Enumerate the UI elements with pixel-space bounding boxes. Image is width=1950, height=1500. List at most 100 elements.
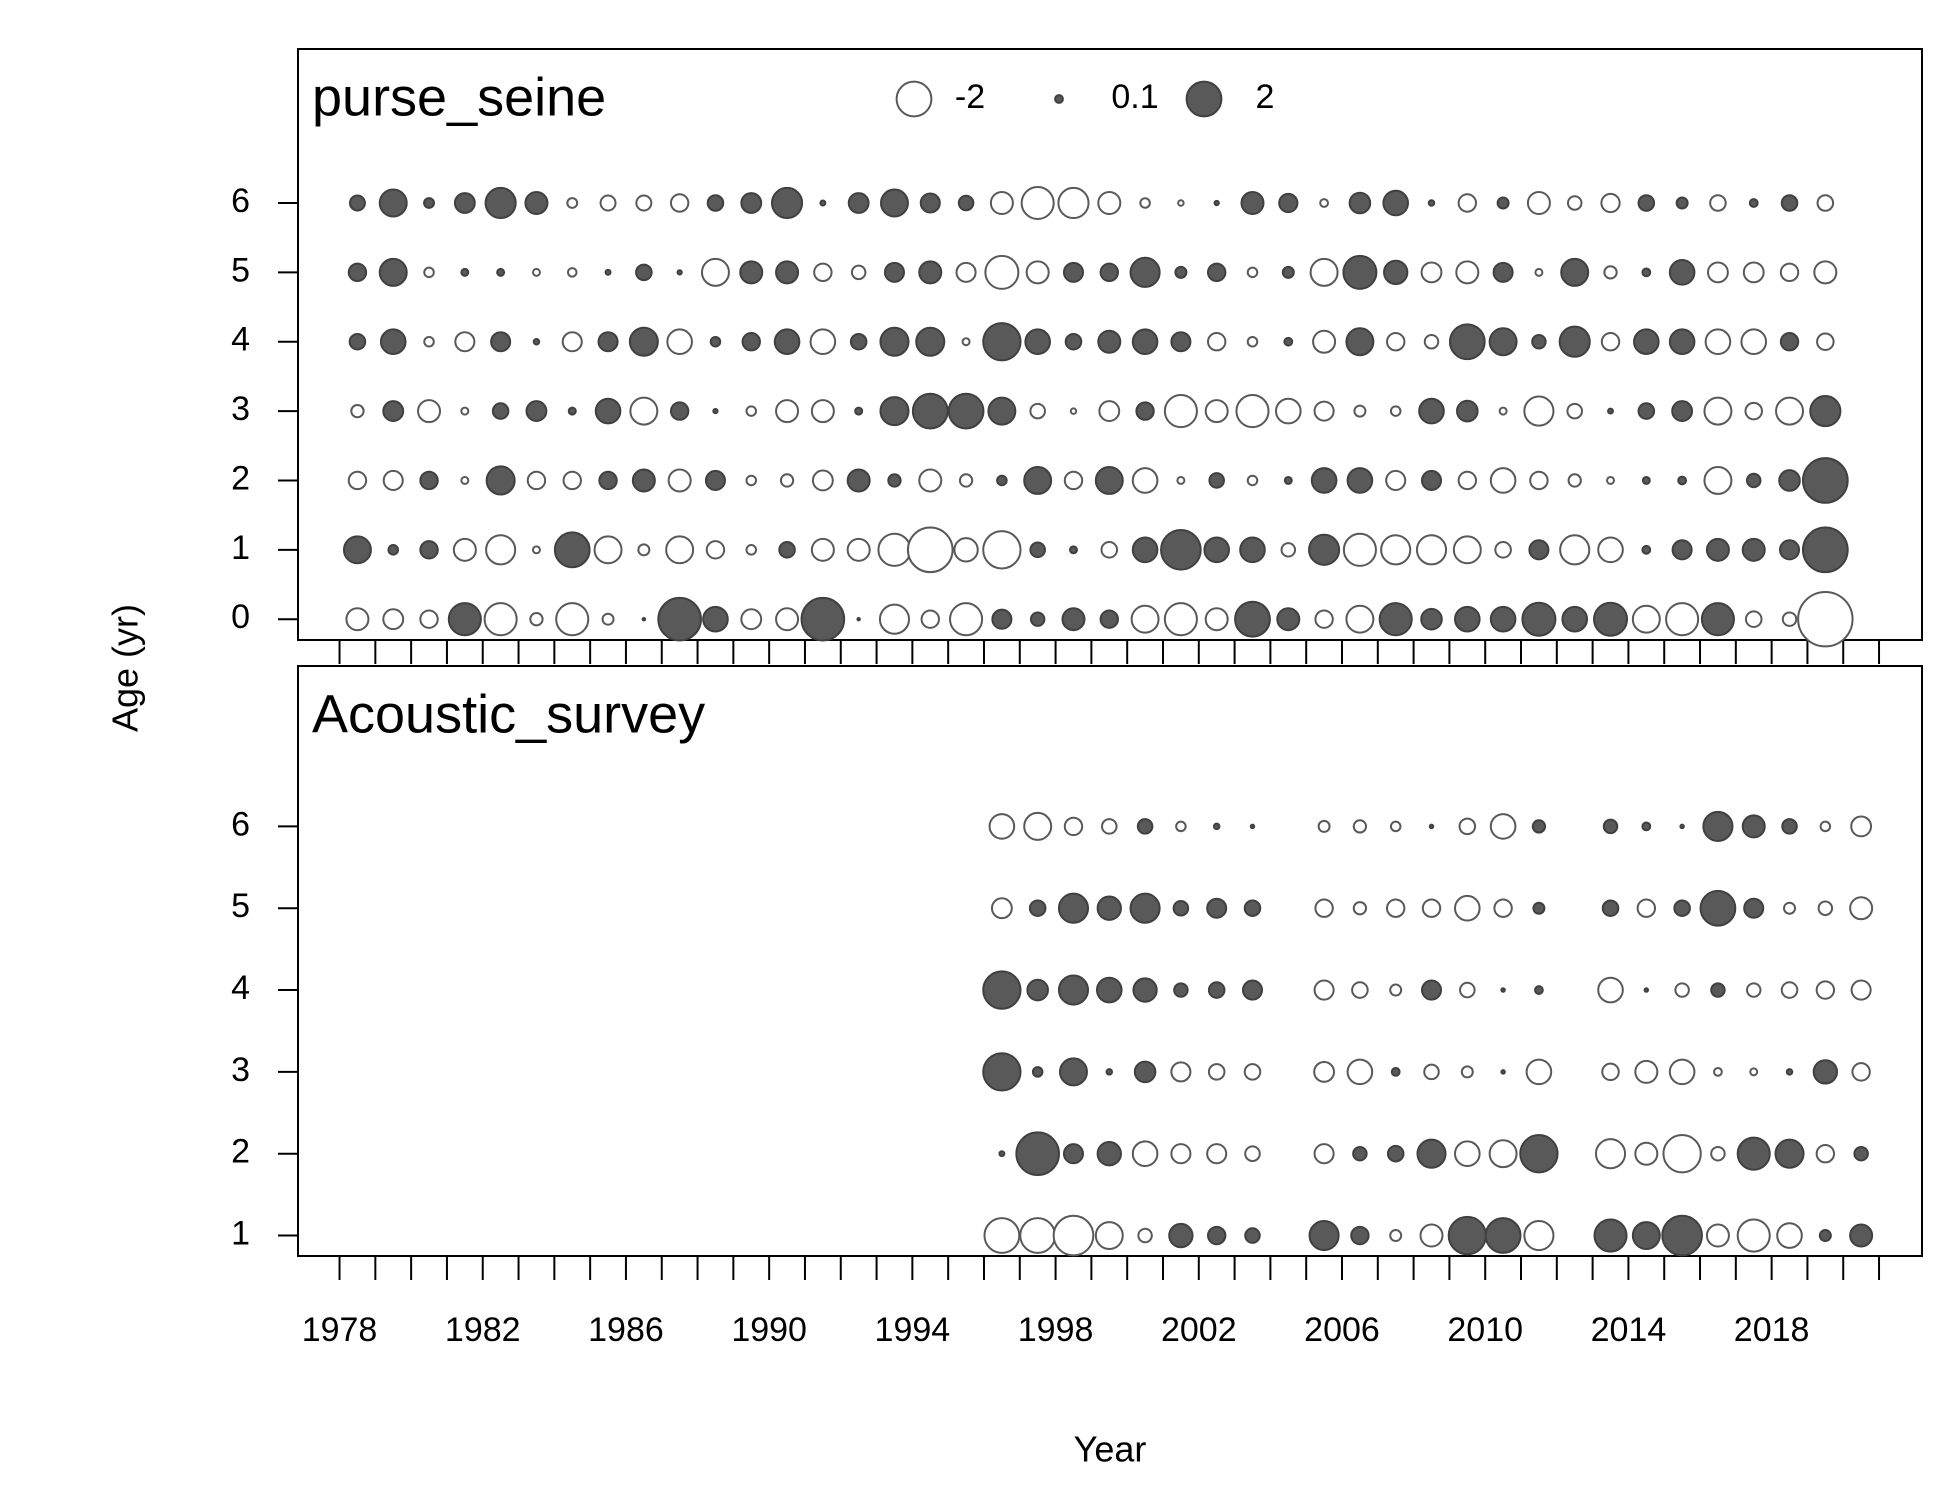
bubble	[1380, 534, 1412, 566]
bubble	[667, 468, 692, 493]
bubble	[1850, 815, 1873, 838]
bubble	[561, 331, 583, 353]
bubble	[1816, 332, 1835, 351]
bubble	[1163, 394, 1198, 429]
bubble	[1389, 820, 1402, 833]
bubble	[1274, 397, 1302, 425]
bubble	[1593, 601, 1629, 637]
bubble	[1386, 332, 1406, 352]
bubble	[1133, 1060, 1157, 1084]
bubble	[879, 396, 910, 427]
bubble	[566, 267, 578, 278]
bubble	[1175, 820, 1187, 833]
y-tick-label: 2	[231, 459, 250, 497]
bubble	[1594, 1138, 1627, 1170]
bubble	[1208, 472, 1225, 489]
bubble	[669, 193, 690, 213]
bubble	[878, 603, 911, 635]
bubble	[1135, 401, 1155, 421]
bubble	[1235, 394, 1270, 429]
bubble	[666, 328, 693, 356]
bubble	[709, 335, 722, 348]
bubble	[1130, 604, 1160, 634]
bubble	[810, 399, 835, 424]
bubble	[657, 596, 702, 642]
bubble	[1099, 609, 1119, 629]
bubble	[702, 605, 729, 633]
x-tick-label: 1990	[731, 1311, 807, 1349]
bubble	[1633, 328, 1660, 356]
bubble	[348, 194, 366, 212]
bubble	[1390, 1066, 1401, 1077]
bubble	[1243, 899, 1262, 917]
bubble	[1488, 1139, 1518, 1169]
bubble	[601, 612, 615, 626]
bubble	[775, 607, 800, 632]
x-tick-label: 2006	[1304, 1311, 1380, 1349]
bubble	[1748, 198, 1759, 208]
bubble	[849, 332, 868, 351]
bubble	[1427, 199, 1436, 207]
bubble	[706, 194, 725, 212]
bubble	[1459, 981, 1476, 999]
bubble	[350, 403, 365, 419]
bubble	[419, 609, 439, 629]
bubble	[1677, 475, 1688, 486]
panel-frame	[297, 48, 1923, 641]
bubble	[1314, 898, 1334, 918]
bubble	[1741, 814, 1766, 839]
x-tick-label: 2002	[1161, 1311, 1237, 1349]
bubble	[1600, 332, 1621, 352]
bubble	[1170, 331, 1192, 353]
bubble	[1136, 818, 1154, 835]
bubble	[700, 257, 730, 287]
y-tick-label: 1	[231, 1215, 250, 1253]
panel-title: purse_seine	[312, 67, 606, 127]
bubble	[883, 261, 905, 283]
bubble	[1421, 898, 1442, 918]
bubble	[1174, 265, 1188, 279]
bubble	[1523, 1219, 1555, 1252]
bubble	[1345, 327, 1375, 357]
y-tick-label: 4	[231, 321, 250, 359]
bubble	[915, 326, 946, 357]
bubble	[1420, 469, 1443, 491]
bubble	[770, 186, 804, 220]
bubble	[531, 267, 541, 277]
bubble	[419, 470, 439, 491]
bubble	[1593, 1218, 1628, 1253]
bubble	[1313, 1143, 1335, 1165]
x-axis-label: Year	[1074, 1429, 1147, 1470]
bubble	[1780, 194, 1799, 212]
bubble	[1139, 197, 1151, 209]
bubble	[1025, 260, 1050, 285]
bubble	[1641, 821, 1652, 832]
bubble	[1488, 327, 1518, 357]
bubble	[460, 267, 470, 277]
bubble	[387, 544, 399, 556]
bubble	[1454, 605, 1481, 633]
bubble	[1780, 981, 1799, 999]
bubble	[1420, 979, 1443, 1001]
bubble	[1641, 544, 1652, 555]
bubble	[1736, 1136, 1771, 1171]
bubble	[1812, 1059, 1839, 1085]
bubble	[991, 608, 1013, 630]
bubble	[1500, 1069, 1506, 1075]
bubble	[1452, 535, 1482, 565]
bubble	[1749, 1067, 1759, 1077]
bubble	[1345, 604, 1375, 634]
bubble	[1310, 467, 1338, 494]
bubble	[1170, 1143, 1192, 1165]
x-tick-label: 1986	[588, 1311, 664, 1349]
bubble	[1710, 1145, 1726, 1162]
bubble	[1774, 1138, 1805, 1169]
bubble	[1129, 892, 1161, 924]
bubble	[1131, 467, 1159, 494]
bubble	[1097, 190, 1122, 215]
bubble	[1607, 407, 1614, 415]
bubble	[1634, 1141, 1659, 1166]
bubble	[1129, 256, 1161, 288]
bubble	[1177, 199, 1185, 207]
bubble	[417, 399, 442, 424]
